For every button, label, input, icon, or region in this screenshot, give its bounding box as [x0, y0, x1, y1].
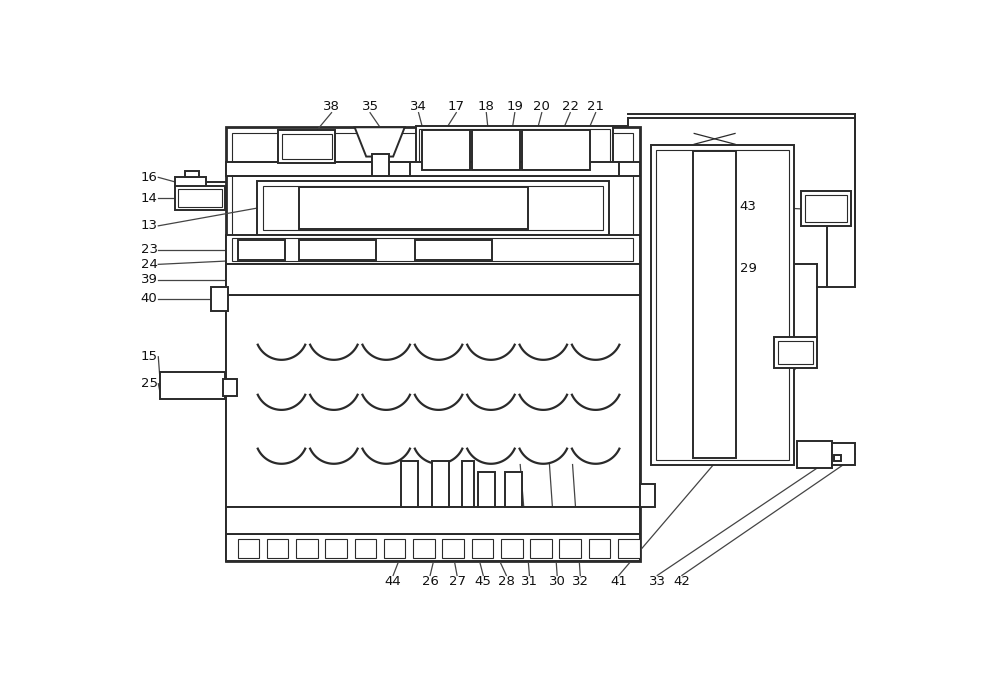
Text: 38: 38: [323, 100, 340, 113]
Bar: [185, 171, 199, 177]
Text: 29: 29: [740, 262, 757, 275]
Bar: [232, 238, 633, 261]
Text: 43: 43: [740, 200, 757, 213]
Bar: [299, 240, 376, 260]
Bar: [415, 240, 492, 260]
Bar: [478, 472, 495, 507]
Bar: [178, 189, 222, 207]
Text: 25: 25: [141, 377, 158, 390]
Text: 22: 22: [562, 100, 579, 113]
Bar: [160, 372, 225, 399]
Text: 19: 19: [506, 100, 523, 113]
Bar: [226, 534, 640, 561]
Text: 17: 17: [448, 100, 465, 113]
Bar: [226, 162, 640, 176]
Bar: [238, 240, 285, 260]
Bar: [410, 162, 619, 176]
Bar: [238, 539, 259, 557]
Text: 26: 26: [422, 575, 439, 588]
Text: 13: 13: [141, 220, 158, 232]
Bar: [267, 539, 288, 557]
Text: 15: 15: [141, 350, 158, 363]
Text: 18: 18: [478, 100, 495, 113]
Bar: [175, 186, 225, 211]
Bar: [325, 539, 347, 557]
Bar: [442, 539, 464, 557]
Bar: [618, 539, 640, 557]
Bar: [559, 539, 581, 557]
Bar: [226, 127, 640, 561]
Bar: [299, 188, 528, 229]
Bar: [589, 539, 610, 557]
Bar: [232, 133, 633, 555]
Bar: [530, 539, 552, 557]
Text: 39: 39: [141, 273, 157, 286]
Bar: [501, 539, 523, 557]
Text: 44: 44: [385, 575, 402, 588]
Bar: [693, 151, 736, 459]
Bar: [472, 129, 520, 170]
Bar: [505, 472, 522, 507]
Text: 42: 42: [673, 575, 690, 588]
Bar: [226, 295, 640, 507]
Bar: [472, 539, 493, 557]
Bar: [226, 235, 640, 264]
Bar: [801, 191, 851, 226]
Bar: [797, 441, 832, 468]
Bar: [384, 539, 405, 557]
Bar: [422, 129, 470, 170]
Bar: [211, 288, 228, 311]
Text: 28: 28: [498, 575, 515, 588]
Text: 21: 21: [587, 100, 604, 113]
Bar: [522, 129, 590, 170]
Polygon shape: [355, 127, 405, 156]
Bar: [419, 129, 610, 170]
Bar: [355, 539, 376, 557]
Bar: [832, 443, 855, 464]
Bar: [226, 507, 640, 534]
Text: 16: 16: [141, 171, 157, 184]
Text: 24: 24: [141, 258, 157, 271]
Bar: [462, 461, 474, 507]
Bar: [432, 461, 449, 507]
Bar: [282, 134, 332, 159]
Bar: [257, 181, 609, 235]
Bar: [278, 131, 335, 163]
Text: 40: 40: [141, 293, 157, 306]
Bar: [296, 539, 318, 557]
Text: 14: 14: [141, 192, 157, 204]
Bar: [416, 126, 613, 174]
Bar: [175, 177, 206, 188]
Bar: [774, 338, 817, 368]
Text: 27: 27: [449, 575, 466, 588]
Text: 33: 33: [649, 575, 666, 588]
Bar: [834, 455, 841, 461]
Text: 30: 30: [549, 575, 566, 588]
Bar: [778, 341, 813, 364]
Text: 23: 23: [141, 243, 158, 256]
Bar: [263, 186, 603, 231]
Text: 32: 32: [572, 575, 589, 588]
Text: 34: 34: [410, 100, 427, 113]
Bar: [651, 145, 794, 464]
Bar: [372, 154, 389, 176]
Bar: [413, 539, 435, 557]
Text: 20: 20: [533, 100, 550, 113]
Bar: [805, 195, 847, 222]
Text: 45: 45: [475, 575, 492, 588]
Text: 41: 41: [610, 575, 627, 588]
Bar: [401, 461, 418, 507]
Bar: [640, 484, 655, 507]
Text: 35: 35: [362, 100, 379, 113]
Bar: [226, 264, 640, 295]
Bar: [223, 379, 237, 396]
Text: 31: 31: [521, 575, 538, 588]
Bar: [656, 149, 789, 460]
